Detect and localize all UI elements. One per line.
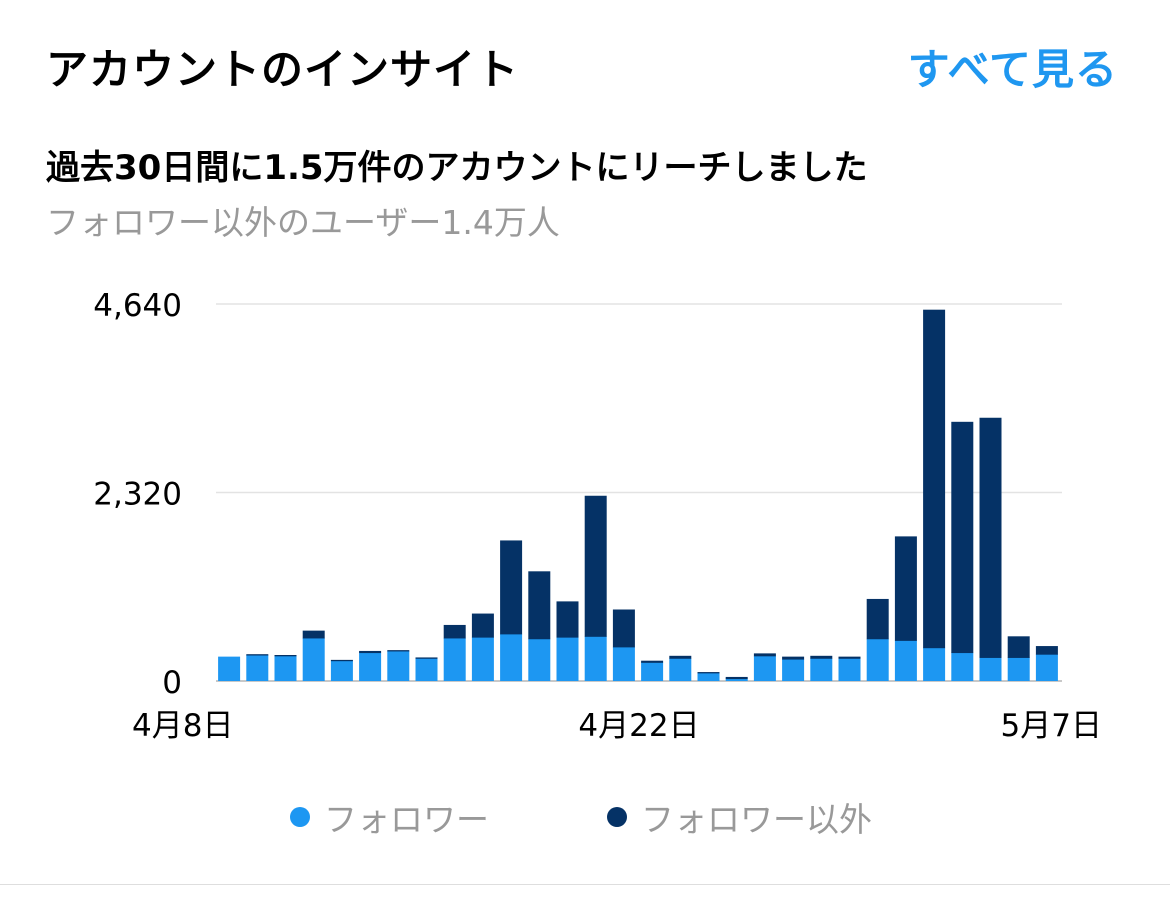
bar-non-followers[interactable] (669, 655, 692, 659)
bar-non-followers[interactable] (612, 609, 635, 648)
bar-followers[interactable] (612, 646, 635, 682)
bar-followers[interactable] (951, 652, 974, 681)
followers-legend-label: フォロワー (324, 800, 489, 839)
bar-non-followers[interactable] (725, 676, 748, 680)
bar-followers[interactable] (753, 655, 776, 681)
x-tick-label: 5月7日 (1001, 708, 1102, 744)
bar-followers[interactable] (330, 660, 353, 681)
bar-followers[interactable] (1035, 654, 1058, 681)
bar-non-followers[interactable] (1035, 646, 1058, 655)
bar-non-followers[interactable] (697, 672, 720, 674)
bar-non-followers[interactable] (302, 630, 325, 639)
bar-followers[interactable] (443, 637, 466, 681)
bar-non-followers[interactable] (894, 536, 917, 641)
reach-summary: 過去30日間に1.5万件のアカウントにリーチしました (46, 148, 868, 188)
non-followers-legend-dot (607, 807, 627, 827)
followers-legend-dot (290, 807, 310, 827)
x-tick-label: 4月8日 (132, 708, 233, 744)
insights-header: アカウントのインサイト すべて見る (46, 34, 1118, 98)
bar-followers[interactable] (274, 655, 297, 681)
bar-followers[interactable] (471, 637, 494, 682)
bar-followers[interactable] (302, 637, 325, 681)
bar-non-followers[interactable] (753, 653, 776, 657)
bar-non-followers[interactable] (528, 571, 551, 640)
bar-non-followers[interactable] (584, 495, 607, 637)
bar-non-followers[interactable] (443, 624, 466, 639)
bar-non-followers[interactable] (274, 655, 297, 657)
y-tick-label: 0 (162, 665, 182, 701)
bar-followers[interactable] (923, 647, 946, 681)
bar-followers[interactable] (500, 633, 523, 682)
bar-non-followers[interactable] (782, 656, 805, 660)
bar-followers[interactable] (246, 655, 269, 681)
bar-non-followers[interactable] (415, 657, 438, 659)
bar-followers[interactable] (810, 658, 833, 681)
chart-legend: フォロワー フォロワー以外 (290, 792, 990, 842)
bar-non-followers[interactable] (1007, 636, 1030, 658)
bar-followers[interactable] (218, 656, 241, 682)
bar-non-followers[interactable] (810, 655, 833, 659)
bar-followers[interactable] (387, 650, 410, 681)
bar-non-followers[interactable] (641, 660, 664, 663)
bar-followers[interactable] (782, 659, 805, 681)
bar-non-followers[interactable] (866, 598, 889, 640)
bar-followers[interactable] (725, 678, 748, 681)
non-followers-legend-label: フォロワー以外 (641, 800, 872, 839)
chart-axis-labels: 4,640 2,320 0 4月8日 4月22日 5月7日 (93, 288, 1102, 744)
bar-followers[interactable] (584, 636, 607, 681)
bar-non-followers[interactable] (387, 650, 410, 652)
non-follower-summary: フォロワー以外のユーザー1.4万人 (46, 203, 560, 242)
bar-followers[interactable] (359, 652, 382, 681)
bar-non-followers[interactable] (500, 540, 523, 635)
bar-non-followers[interactable] (979, 417, 1002, 658)
page-title: アカウントのインサイト (46, 44, 520, 94)
bar-followers[interactable] (894, 640, 917, 682)
chart-bars (218, 309, 1058, 682)
bar-non-followers[interactable] (246, 654, 269, 656)
legend-item-non-followers: フォロワー以外 (607, 793, 872, 841)
bar-non-followers[interactable] (330, 659, 353, 662)
bar-non-followers[interactable] (838, 656, 861, 659)
bar-followers[interactable] (528, 638, 551, 681)
bar-followers[interactable] (669, 658, 692, 681)
see-all-link[interactable]: すべて見る (907, 44, 1118, 94)
bar-non-followers[interactable] (556, 601, 579, 638)
bar-non-followers[interactable] (471, 613, 494, 638)
bar-non-followers[interactable] (359, 650, 382, 654)
bar-followers[interactable] (1007, 657, 1030, 681)
y-tick-label: 2,320 (93, 477, 182, 513)
x-tick-label: 4月22日 (578, 708, 699, 744)
bar-followers[interactable] (838, 658, 861, 681)
y-tick-label: 4,640 (93, 288, 182, 324)
legend-item-followers: フォロワー (290, 793, 489, 841)
bar-followers[interactable] (866, 638, 889, 681)
reach-bar-chart: 4,640 2,320 0 4月8日 4月22日 5月7日 (93, 288, 1102, 744)
chart-grid (216, 303, 1062, 682)
bar-non-followers[interactable] (923, 309, 946, 649)
bar-followers[interactable] (697, 672, 720, 682)
bottom-divider (0, 884, 1170, 885)
bar-non-followers[interactable] (951, 421, 974, 654)
bar-followers[interactable] (415, 658, 438, 681)
bar-followers[interactable] (979, 657, 1002, 681)
bar-followers[interactable] (556, 637, 579, 682)
bar-followers[interactable] (641, 662, 664, 681)
